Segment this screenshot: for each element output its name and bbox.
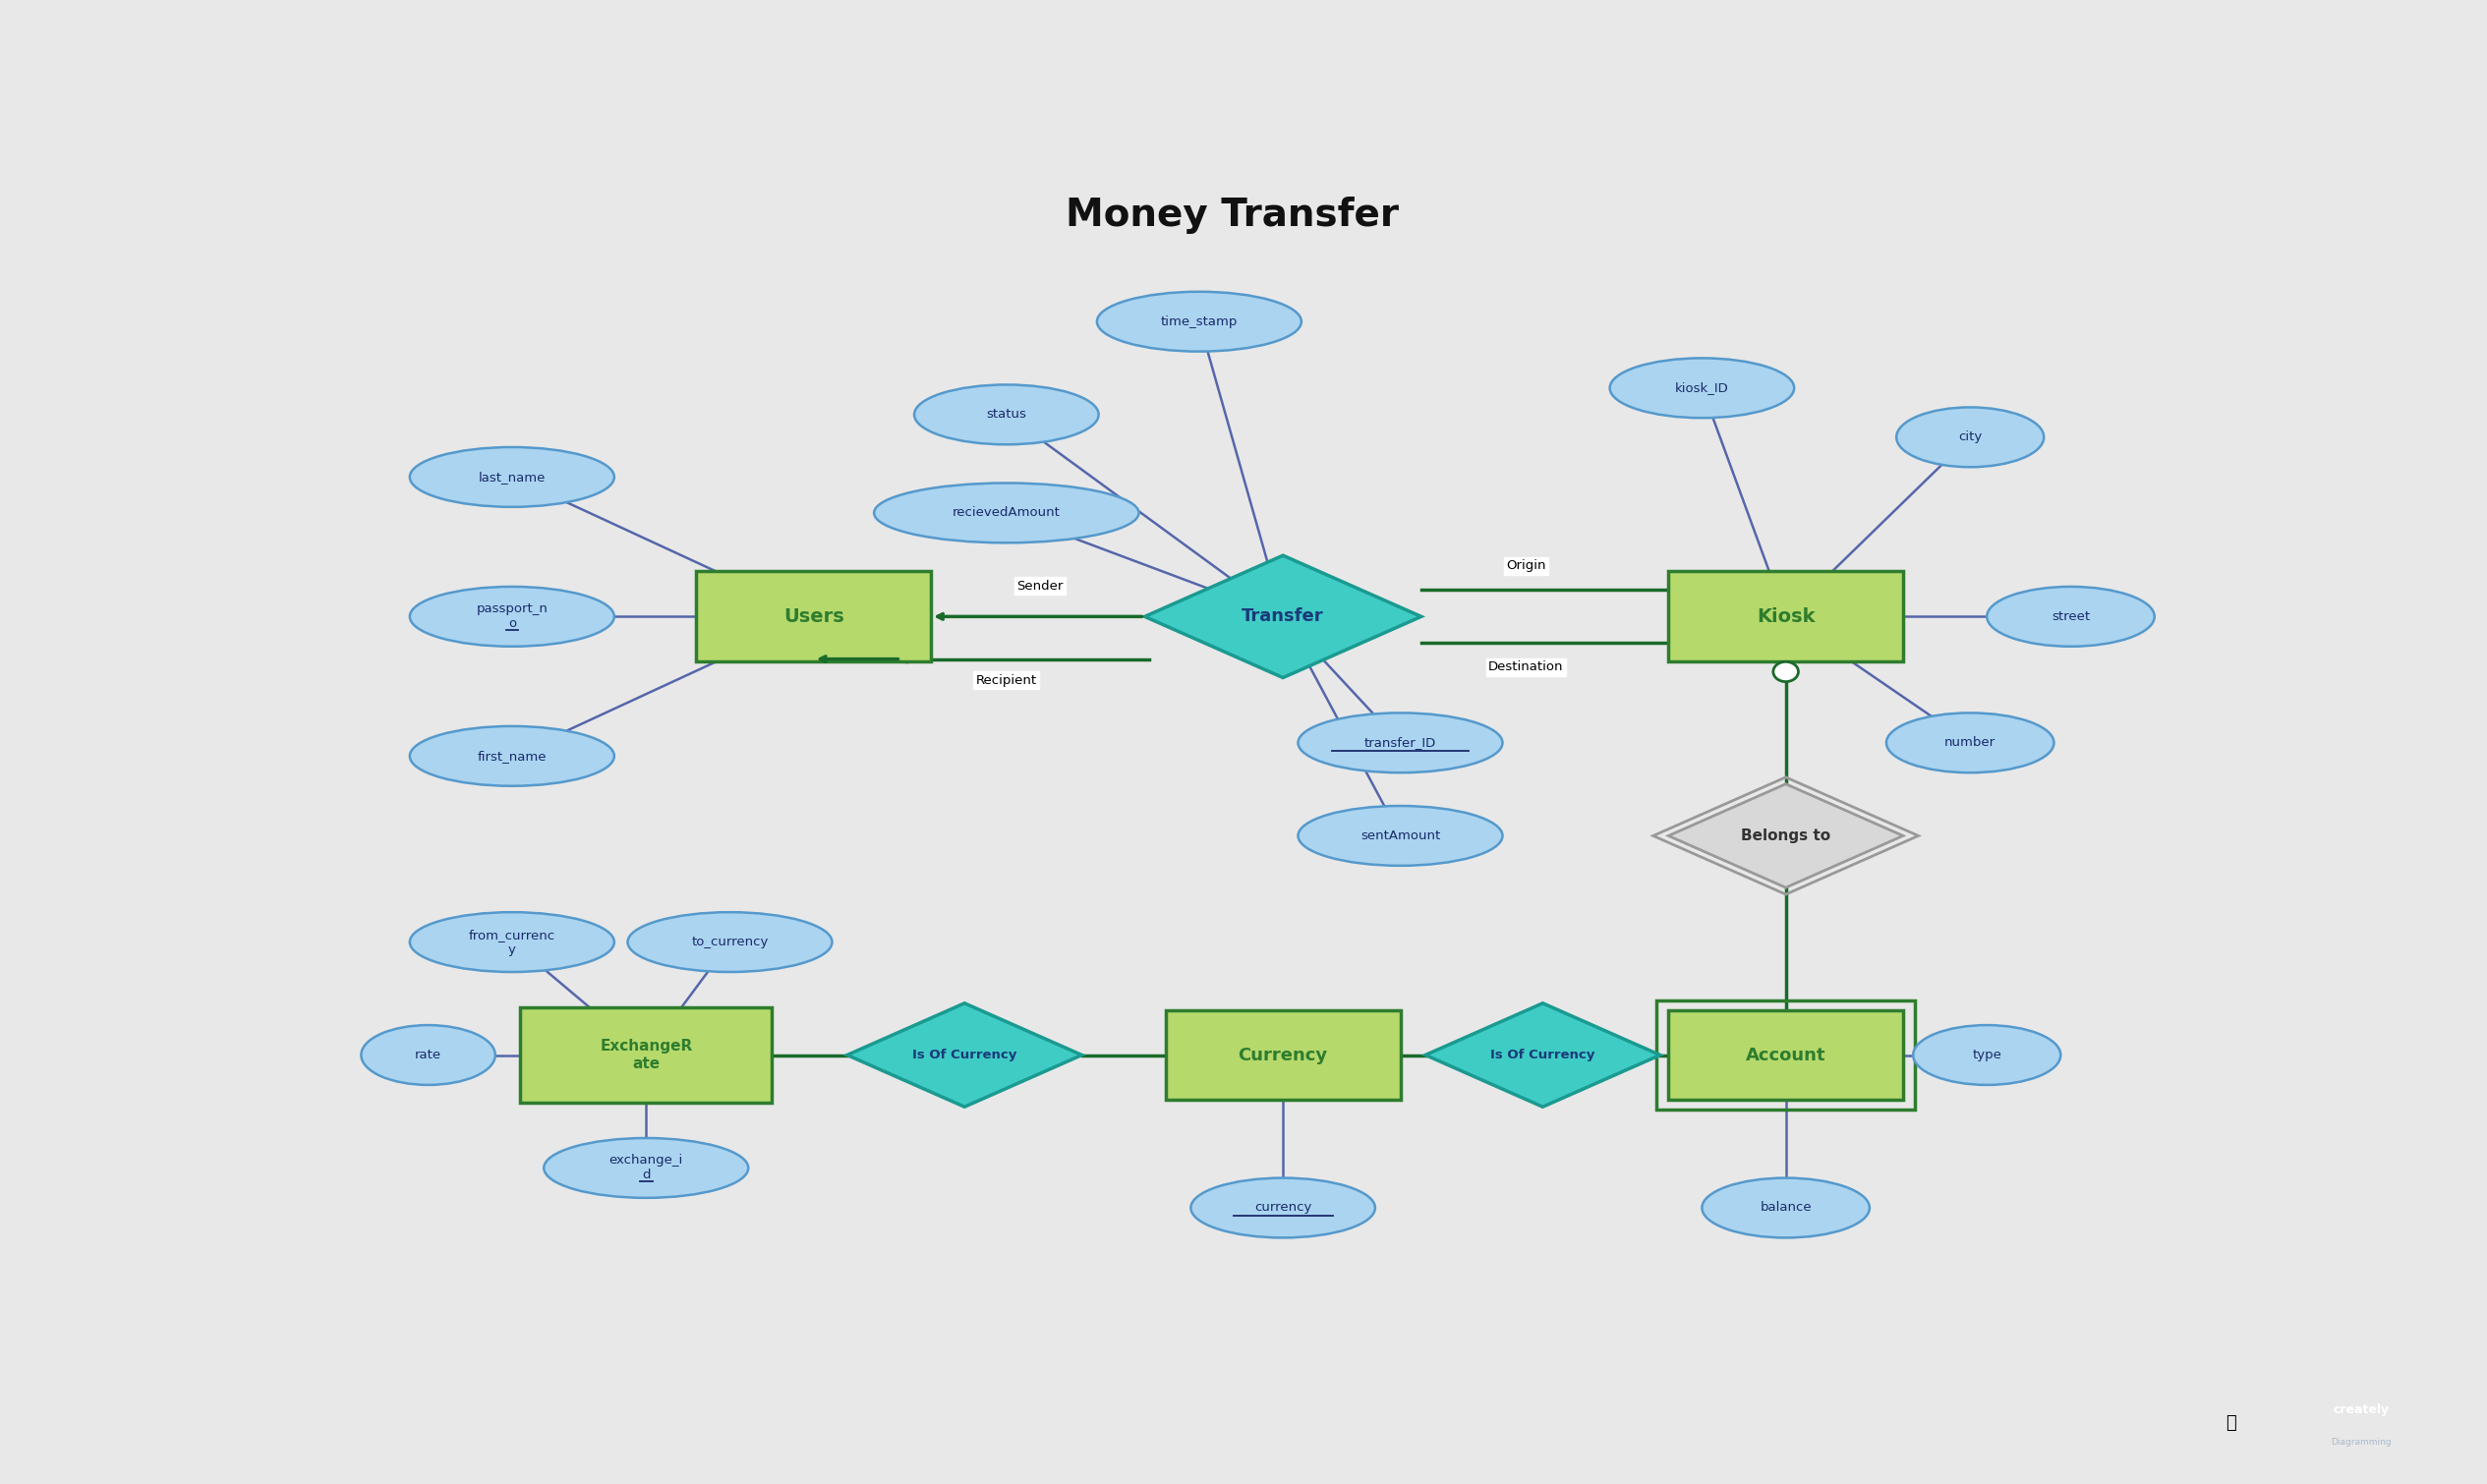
Text: Money Transfer: Money Transfer: [1067, 196, 1400, 234]
Ellipse shape: [1191, 1178, 1375, 1238]
Ellipse shape: [410, 447, 614, 508]
Circle shape: [1773, 662, 1798, 681]
Polygon shape: [1669, 784, 1903, 887]
Text: Origin: Origin: [1507, 559, 1547, 573]
Text: type: type: [1972, 1049, 2002, 1061]
Text: to_currency: to_currency: [691, 936, 768, 948]
Text: exchange_i
d: exchange_i d: [609, 1155, 684, 1181]
Text: Currency: Currency: [1239, 1046, 1328, 1064]
FancyBboxPatch shape: [1669, 571, 1903, 662]
Text: Transfer: Transfer: [1241, 608, 1323, 625]
Text: currency: currency: [1253, 1202, 1311, 1214]
Polygon shape: [1144, 555, 1420, 678]
Text: Diagramming: Diagramming: [2330, 1438, 2392, 1447]
Text: last_name: last_name: [478, 470, 545, 484]
Ellipse shape: [1987, 586, 2154, 647]
Polygon shape: [848, 1003, 1082, 1107]
Text: passport_n
o: passport_n o: [475, 603, 547, 631]
Text: Is Of Currency: Is Of Currency: [913, 1049, 1017, 1061]
Ellipse shape: [1298, 806, 1502, 865]
Ellipse shape: [1701, 1178, 1870, 1238]
Text: time_stamp: time_stamp: [1161, 315, 1239, 328]
FancyBboxPatch shape: [696, 571, 930, 662]
Text: from_currenc
y: from_currenc y: [468, 929, 555, 956]
Text: street: street: [2052, 610, 2089, 623]
Ellipse shape: [873, 482, 1139, 543]
Text: Belongs to: Belongs to: [1741, 828, 1830, 843]
Ellipse shape: [410, 586, 614, 647]
Ellipse shape: [1609, 358, 1793, 418]
Ellipse shape: [1097, 292, 1301, 352]
Ellipse shape: [627, 913, 833, 972]
Text: ExchangeR
ate: ExchangeR ate: [599, 1039, 691, 1071]
Ellipse shape: [915, 384, 1099, 445]
Ellipse shape: [1885, 712, 2054, 773]
Text: recievedAmount: recievedAmount: [953, 506, 1059, 519]
Ellipse shape: [361, 1025, 495, 1085]
Text: Users: Users: [783, 607, 843, 626]
Text: creately: creately: [2333, 1404, 2390, 1417]
Text: Destination: Destination: [1487, 660, 1564, 674]
Ellipse shape: [1298, 712, 1502, 773]
FancyBboxPatch shape: [1669, 1009, 1903, 1100]
FancyBboxPatch shape: [520, 1008, 771, 1103]
Ellipse shape: [1913, 1025, 2062, 1085]
Text: balance: balance: [1761, 1202, 1811, 1214]
Text: city: city: [1957, 430, 1982, 444]
Ellipse shape: [410, 913, 614, 972]
Ellipse shape: [545, 1138, 749, 1198]
Text: Account: Account: [1746, 1046, 1825, 1064]
Text: rate: rate: [415, 1049, 443, 1061]
Polygon shape: [1425, 1003, 1661, 1107]
Text: Is Of Currency: Is Of Currency: [1490, 1049, 1594, 1061]
Text: sentAmount: sentAmount: [1360, 830, 1440, 843]
Text: Kiosk: Kiosk: [1756, 607, 1816, 626]
Text: transfer_ID: transfer_ID: [1365, 736, 1437, 749]
Text: number: number: [1945, 736, 1995, 749]
Text: 💡: 💡: [2226, 1414, 2236, 1432]
Ellipse shape: [1898, 407, 2044, 467]
Text: status: status: [987, 408, 1027, 421]
FancyBboxPatch shape: [1166, 1009, 1400, 1100]
Text: kiosk_ID: kiosk_ID: [1676, 381, 1728, 395]
Text: Recipient: Recipient: [975, 674, 1037, 687]
Text: Sender: Sender: [1017, 580, 1064, 592]
Ellipse shape: [410, 726, 614, 787]
Text: first_name: first_name: [478, 749, 547, 763]
